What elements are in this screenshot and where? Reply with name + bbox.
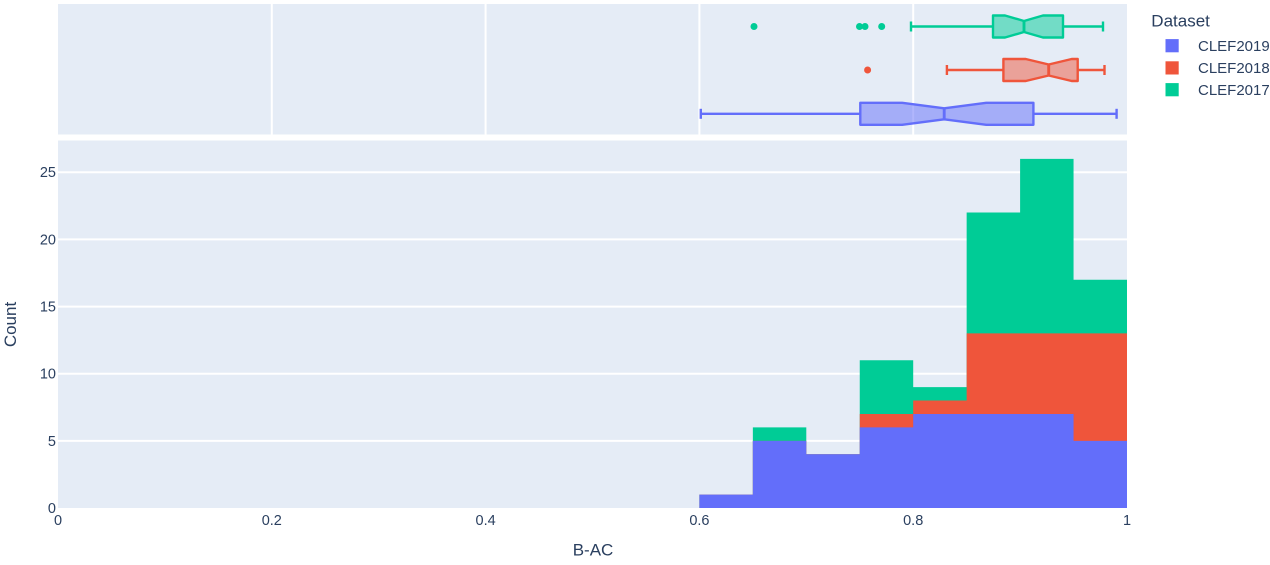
- svg-text:25: 25: [40, 165, 56, 181]
- svg-text:Dataset: Dataset: [1151, 11, 1210, 30]
- svg-text:Count: Count: [1, 302, 20, 348]
- svg-text:CLEF2018: CLEF2018: [1198, 60, 1270, 77]
- svg-text:20: 20: [40, 232, 56, 248]
- svg-text:CLEF2019: CLEF2019: [1198, 38, 1270, 55]
- svg-text:0.6: 0.6: [689, 513, 709, 529]
- svg-text:10: 10: [40, 367, 56, 383]
- svg-text:CLEF2017: CLEF2017: [1198, 82, 1270, 99]
- svg-text:5: 5: [48, 434, 56, 450]
- svg-text:0.4: 0.4: [476, 513, 496, 529]
- svg-text:0.2: 0.2: [262, 513, 282, 529]
- svg-text:15: 15: [40, 299, 56, 315]
- svg-text:0.8: 0.8: [903, 513, 923, 529]
- svg-text:1: 1: [1123, 513, 1131, 529]
- svg-text:0: 0: [54, 513, 62, 529]
- svg-text:B-AC: B-AC: [573, 541, 614, 560]
- svg-text:0: 0: [48, 501, 56, 517]
